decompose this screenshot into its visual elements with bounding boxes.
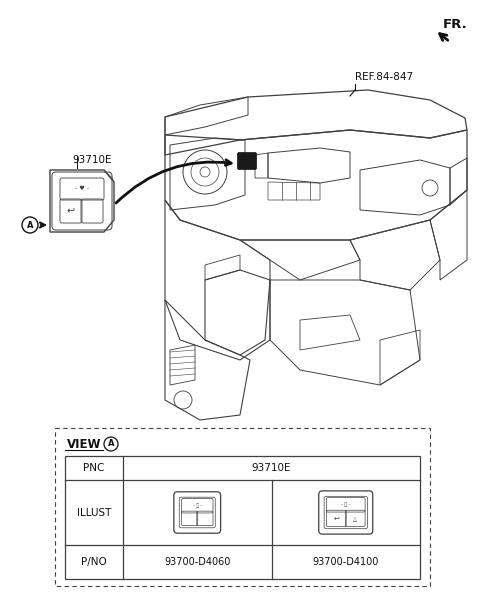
Text: A: A (27, 220, 33, 230)
Text: 93710E: 93710E (252, 463, 291, 473)
Text: 93700-D4100: 93700-D4100 (312, 557, 379, 567)
Text: ↩: ↩ (334, 515, 339, 521)
Bar (55, 428, 430, 586)
Bar (65, 456, 420, 579)
Text: - ♥ -: - ♥ - (75, 187, 89, 191)
FancyBboxPatch shape (238, 152, 256, 170)
Text: P/NO: P/NO (81, 557, 107, 567)
Text: VIEW: VIEW (67, 437, 101, 451)
Text: 93700-D4060: 93700-D4060 (164, 557, 230, 567)
Text: 93710E: 93710E (72, 155, 111, 165)
Polygon shape (104, 170, 114, 182)
Text: ILLUST: ILLUST (77, 507, 111, 518)
Text: REF.84-847: REF.84-847 (355, 72, 413, 82)
Text: - ⭐ -: - ⭐ - (341, 503, 350, 507)
Text: ↩: ↩ (67, 206, 75, 216)
Text: A: A (108, 440, 114, 449)
Text: FR.: FR. (443, 18, 468, 31)
Text: △: △ (353, 516, 357, 521)
Text: PNC: PNC (84, 463, 105, 473)
Text: - ⭐ -: - ⭐ - (192, 503, 202, 508)
